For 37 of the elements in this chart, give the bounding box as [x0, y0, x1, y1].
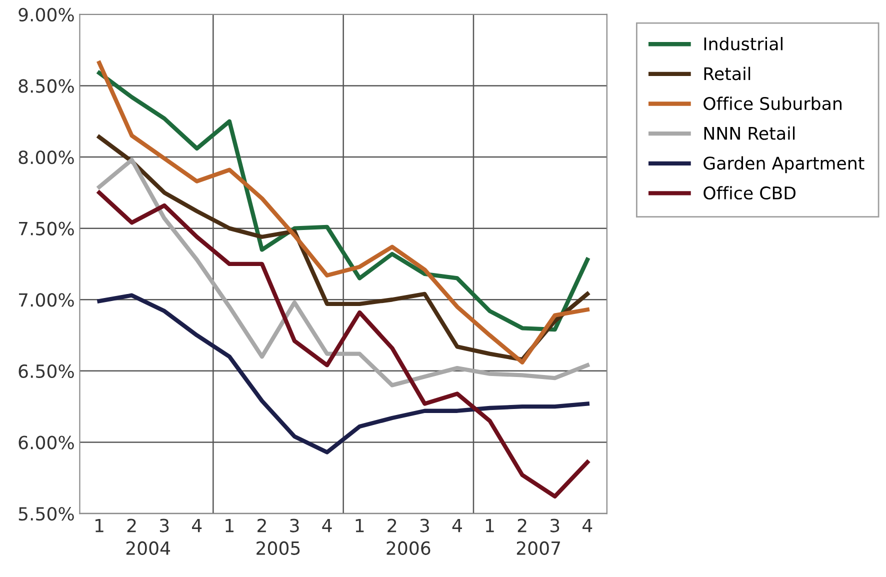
- legend-label: Retail: [704, 66, 750, 80]
- y-tick-label: 7.50%: [19, 222, 74, 236]
- line-series: [97, 293, 590, 454]
- text: 2007: [516, 541, 560, 555]
- legend-label: Office Suburban: [704, 96, 842, 110]
- x-tick-label: 2: [518, 518, 526, 532]
- x-tick-label: 2: [127, 518, 136, 532]
- x-tick-label: 4: [582, 518, 592, 532]
- text: 2005: [256, 541, 300, 555]
- y-tick-label: 5.50%: [18, 506, 74, 521]
- x-tick-label: 4: [192, 518, 202, 532]
- x-tick-label: 3: [420, 518, 429, 532]
- legend-label: Garden Apartment: [704, 156, 864, 174]
- x-tick-label: 1: [226, 518, 234, 532]
- line-series: [97, 190, 590, 499]
- text: 2006: [386, 541, 430, 555]
- x-tick-label: 1: [356, 518, 364, 532]
- y-tick-label: 9.00%: [18, 8, 74, 22]
- x-tick-label: 3: [160, 518, 169, 532]
- x-tick-label: 2: [388, 518, 396, 532]
- y-tick-label: 8.50%: [18, 79, 74, 93]
- x-tick-label: 4: [322, 518, 332, 532]
- legend-label: Industrial: [704, 36, 782, 50]
- x-tick-label: 4: [452, 518, 462, 532]
- legend-label: NNN Retail: [704, 126, 795, 140]
- legend-label: Office CBD: [704, 186, 796, 200]
- line-series: [97, 158, 590, 388]
- x-tick-label: 3: [550, 518, 560, 532]
- x-tick-label: 2: [258, 518, 266, 532]
- y-tick-label: 8.00%: [18, 150, 74, 164]
- y-tick-label: 6.00%: [18, 436, 74, 450]
- y-tick-label: 6.50%: [18, 364, 74, 378]
- x-tick-label: 1: [486, 518, 494, 532]
- y-tick-label: 7.00%: [19, 293, 74, 307]
- x-tick-label: 1: [96, 518, 104, 532]
- text: 2004: [126, 541, 170, 555]
- x-tick-label: 3: [290, 518, 299, 532]
